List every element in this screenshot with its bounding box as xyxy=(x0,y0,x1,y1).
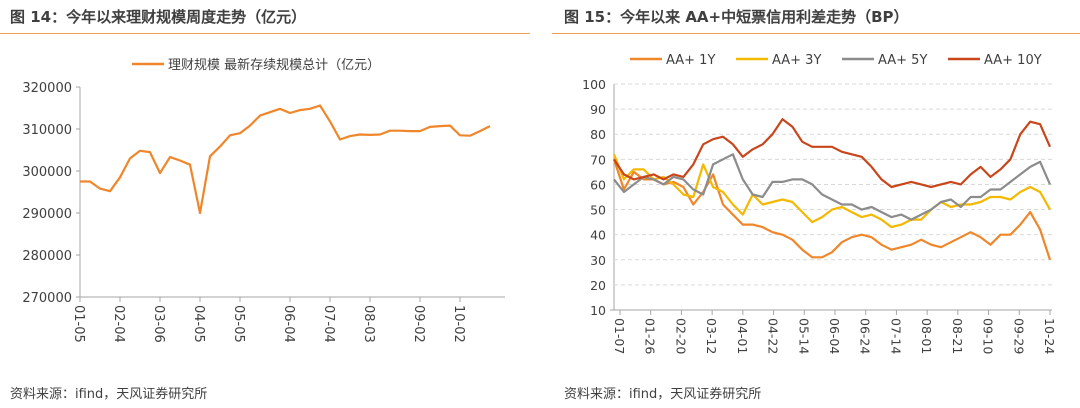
y-tick-label: 30 xyxy=(590,253,606,268)
y-tick-label: 290000 xyxy=(22,207,72,222)
y-tick-label: 20 xyxy=(590,278,606,293)
x-tick-label: 01-05 xyxy=(71,305,86,343)
y-tick-label: 320000 xyxy=(22,81,72,96)
series-line-AA-10Y xyxy=(613,118,1052,189)
x-tick-label: 07-14 xyxy=(888,318,903,354)
x-tick-label: 08-01 xyxy=(919,318,934,354)
y-tick-label: 280000 xyxy=(22,249,72,264)
wealth-scale-chart: 320000 310000 300000 290000 280000 27000001-0… xyxy=(22,57,505,343)
series-line-AA-1Y xyxy=(612,158,1052,261)
y-tick-label: 40 xyxy=(590,228,606,243)
y-tick-label: 90 xyxy=(590,102,606,117)
x-tick-label: 07-04 xyxy=(321,305,336,343)
x-tick-label: 10-02 xyxy=(451,305,466,343)
x-tick-label: 03-12 xyxy=(704,318,719,354)
x-tick-label: 09-02 xyxy=(411,305,426,343)
y-tick-label: 100 xyxy=(582,77,606,92)
title-rule-left xyxy=(0,33,530,34)
y-tick-label: 80 xyxy=(590,127,606,142)
y-tick-label: 50 xyxy=(590,203,606,218)
x-tick-label: 03-06 xyxy=(151,305,166,343)
x-tick-label: 04-05 xyxy=(191,305,206,343)
series-line-AA-3Y xyxy=(612,153,1051,229)
legend-label: AA+ 10Y xyxy=(984,53,1042,68)
y-tick-label: 310000 xyxy=(22,123,72,138)
y-tick-label: 270000 xyxy=(22,291,72,306)
y-tick-label: 60 xyxy=(590,177,606,192)
chart-15-title: 图 15：今年以来 AA+中短票信用利差走势（BP） xyxy=(564,8,909,26)
legend-label: AA+ 3Y xyxy=(772,53,821,68)
y-tick-label: 70 xyxy=(590,152,606,167)
source-note-right: 资料来源：ifind，天风证券研究所 xyxy=(564,387,762,402)
legend-label: AA+ 1Y xyxy=(666,53,715,68)
legend-label: 理财规模 最新存续规模总计（亿元） xyxy=(168,57,380,73)
series-line-AA-5Y xyxy=(613,153,1052,221)
y-tick-label: 10 xyxy=(590,303,606,318)
x-tick-label: 04-22 xyxy=(766,318,781,354)
x-tick-label: 06-24 xyxy=(858,318,873,354)
x-tick-label: 02-20 xyxy=(673,318,688,354)
x-tick-label: 05-05 xyxy=(231,305,246,343)
x-tick-label: 01-07 xyxy=(612,318,627,354)
x-tick-label: 04-01 xyxy=(735,318,750,354)
source-note-left: 资料来源：ifind，天风证券研究所 xyxy=(10,387,208,402)
x-tick-label: 10-24 xyxy=(1042,318,1057,354)
x-tick-label: 06-04 xyxy=(281,305,296,343)
x-tick-label: 08-21 xyxy=(950,318,965,354)
title-rule-right xyxy=(552,33,1080,34)
x-tick-label: 09-29 xyxy=(1011,318,1026,354)
y-tick-label: 300000 xyxy=(22,165,72,180)
x-tick-label: 06-04 xyxy=(827,318,842,354)
x-tick-label: 01-26 xyxy=(643,318,658,354)
x-tick-label: 02-04 xyxy=(111,305,126,343)
x-tick-label: 05-14 xyxy=(796,318,811,354)
credit-spread-chart: 100 90 80 70 60 50 40 30 20 10 01-07 01-26 02-20 03-1… xyxy=(582,53,1057,354)
x-tick-label: 09-10 xyxy=(981,318,996,354)
chart-14-title: 图 14：今年以来理财规模周度走势（亿元） xyxy=(10,8,307,26)
legend-label: AA+ 5Y xyxy=(878,53,927,68)
x-tick-label: 08-03 xyxy=(361,305,376,343)
series-line-- xyxy=(80,104,491,215)
